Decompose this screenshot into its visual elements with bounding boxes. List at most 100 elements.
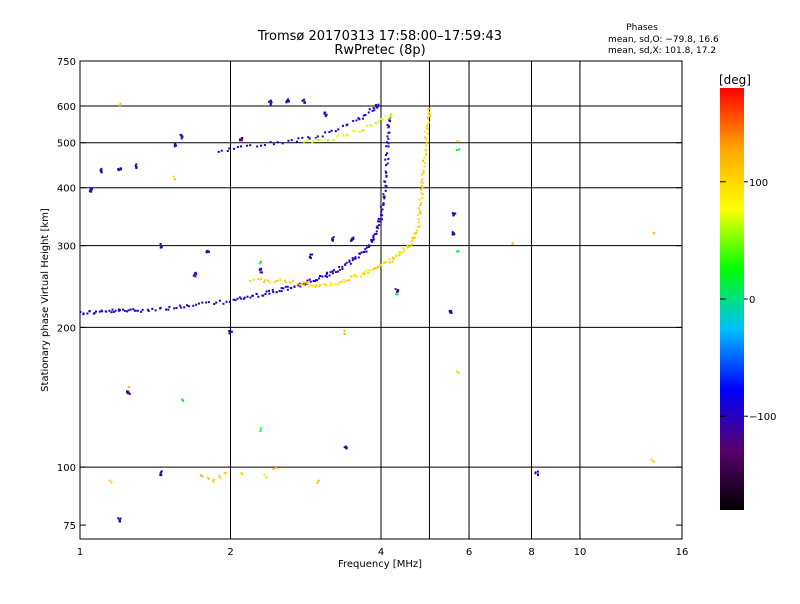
echo-point	[384, 170, 387, 173]
echo-point	[278, 290, 281, 293]
echo-point	[379, 213, 382, 216]
echo-point	[417, 218, 420, 221]
echo-point	[411, 236, 414, 239]
echo-point	[372, 236, 375, 239]
echo-point	[315, 138, 318, 141]
echo-point	[293, 285, 296, 288]
echo-point	[385, 145, 388, 148]
echo-point	[346, 279, 349, 282]
echo-point	[421, 186, 424, 189]
chart-title: Tromsø 20170313 17:58:00–17:59:43	[257, 29, 502, 44]
echo-point	[309, 255, 312, 258]
echo-point	[175, 144, 178, 147]
echo-point	[279, 278, 282, 281]
echo-point	[181, 398, 184, 401]
echo-point	[324, 283, 327, 286]
echo-point	[371, 240, 374, 243]
echo-point	[252, 278, 255, 281]
y-tick-label: 100	[57, 463, 76, 474]
echo-point	[311, 253, 314, 256]
echo-point	[218, 474, 221, 477]
echo-point	[302, 281, 305, 284]
echo-point	[238, 296, 241, 299]
echo-point	[409, 245, 412, 248]
echo-point	[285, 101, 288, 104]
colorbar-label: [deg]	[719, 73, 751, 87]
echo-point	[263, 473, 266, 476]
echo-point	[406, 246, 409, 249]
echo-point	[268, 289, 271, 292]
echo-point	[377, 217, 380, 220]
echo-point	[207, 301, 210, 304]
echo-point	[194, 275, 197, 278]
echo-point	[281, 142, 284, 145]
echo-point	[396, 290, 399, 293]
echo-point	[228, 300, 231, 303]
echo-point	[374, 103, 377, 106]
echo-point	[429, 115, 432, 118]
echo-point	[421, 173, 424, 176]
echo-point	[240, 471, 243, 474]
echo-point	[228, 332, 231, 335]
echo-point	[367, 272, 370, 275]
echo-point	[280, 287, 283, 290]
echo-point	[201, 301, 204, 304]
echo-point	[126, 390, 129, 393]
echo-point	[392, 256, 395, 259]
echo-point	[429, 107, 432, 110]
echo-point	[187, 305, 190, 308]
x-tick-label: 6	[466, 547, 472, 558]
echo-point	[379, 205, 382, 208]
echo-point	[426, 116, 429, 119]
echo-point	[272, 467, 275, 470]
echo-point	[134, 309, 137, 312]
echo-point	[454, 212, 457, 215]
echo-point	[100, 170, 103, 173]
echo-point	[355, 119, 358, 122]
echo-point	[423, 165, 426, 168]
echo-point	[387, 142, 390, 145]
echo-point	[120, 167, 123, 170]
echo-point	[349, 262, 352, 265]
echo-point	[180, 306, 183, 309]
echo-point	[424, 153, 427, 156]
echo-point	[331, 272, 334, 275]
echo-point	[360, 129, 363, 132]
echo-point	[406, 244, 409, 247]
echo-point	[417, 225, 420, 228]
echo-point	[298, 282, 301, 285]
echo-point	[195, 303, 198, 306]
echo-point	[287, 139, 290, 142]
echo-point	[257, 278, 260, 281]
echo-point	[353, 273, 356, 276]
echo-point	[370, 238, 373, 241]
echo-point	[362, 251, 365, 254]
echo-point	[260, 267, 263, 270]
echo-point	[218, 476, 221, 479]
echo-point	[284, 285, 287, 288]
echo-point	[141, 308, 144, 311]
echo-point	[381, 208, 384, 211]
echo-point	[350, 237, 353, 240]
echo-point	[259, 278, 262, 281]
echo-point	[323, 138, 326, 141]
echo-point	[336, 283, 339, 286]
echo-point	[338, 265, 341, 268]
echo-point	[200, 474, 203, 477]
echo-point	[368, 124, 371, 127]
echo-point	[257, 295, 260, 298]
echo-point	[317, 285, 320, 288]
echo-point	[114, 309, 117, 312]
echo-point	[316, 279, 319, 282]
echo-point	[301, 136, 304, 139]
echo-point	[325, 113, 328, 116]
echo-point	[175, 306, 178, 309]
echo-point	[126, 310, 129, 313]
echo-point	[312, 280, 315, 283]
echo-point	[173, 145, 176, 148]
echo-point	[380, 218, 383, 221]
echo-point	[417, 214, 420, 217]
echo-point	[182, 399, 185, 402]
echo-point	[258, 268, 261, 271]
echo-point	[301, 99, 304, 102]
